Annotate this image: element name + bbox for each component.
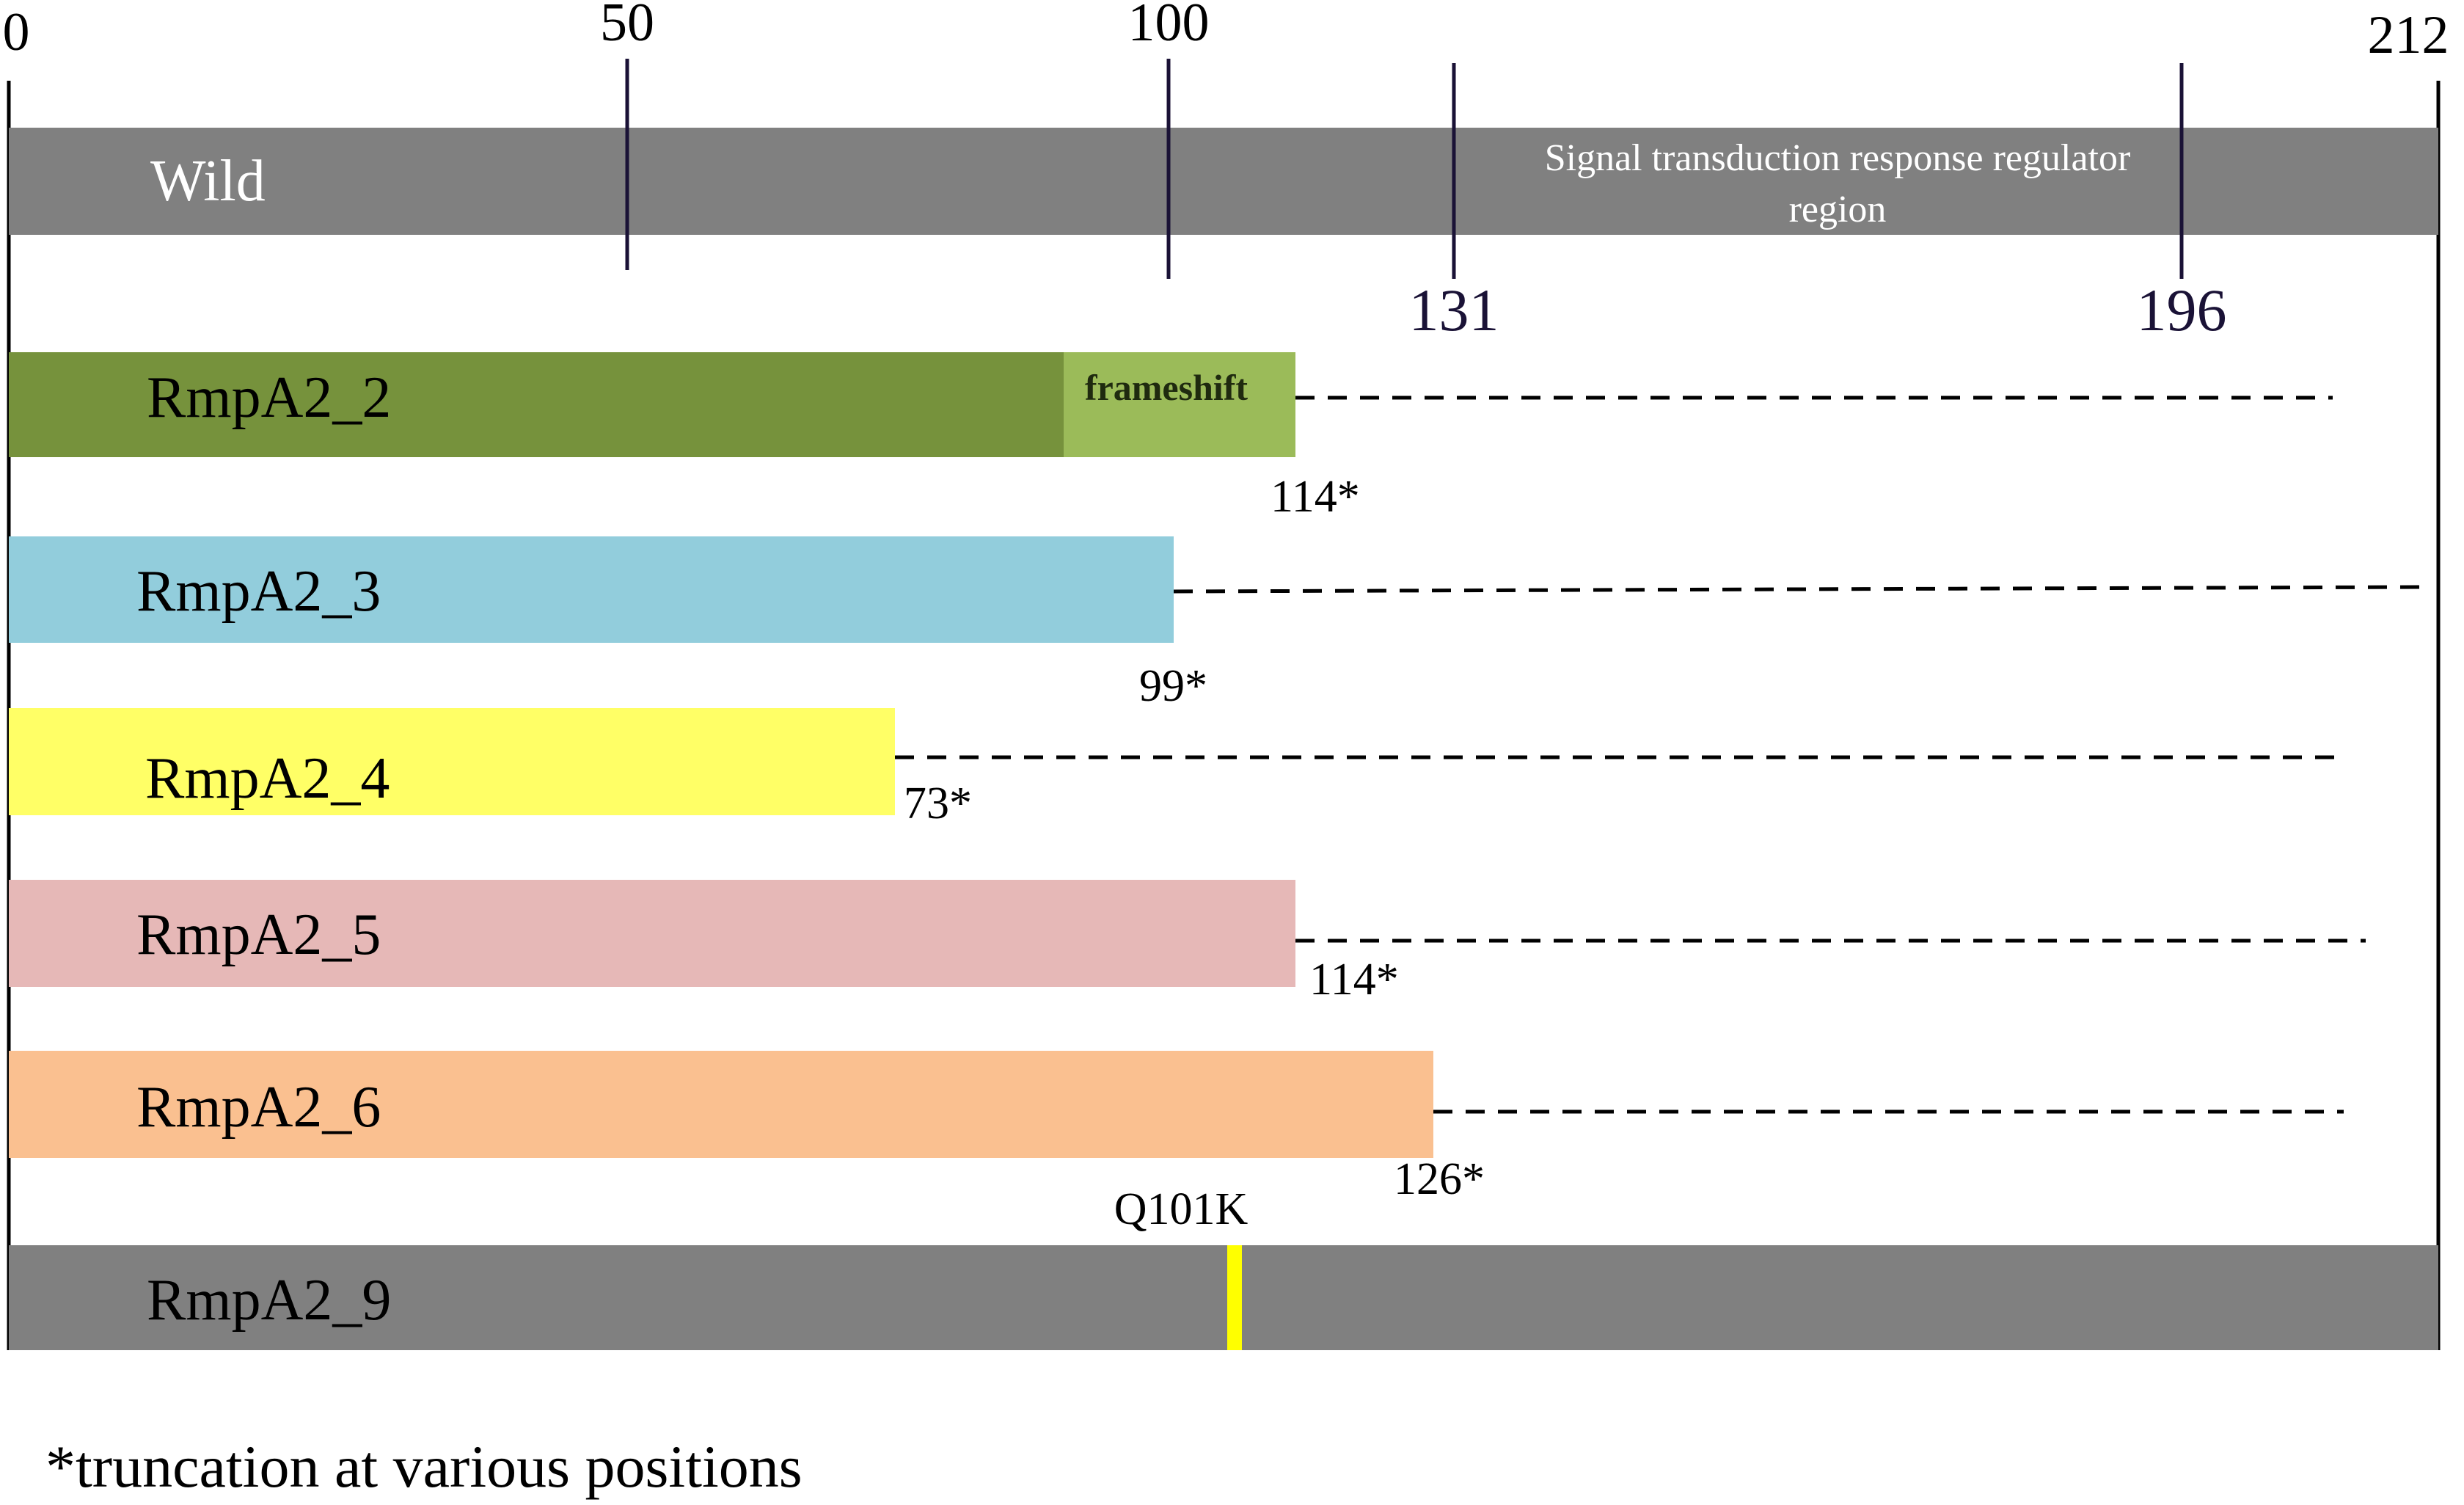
wild-type-row: Wild Signal transduction response regula… — [9, 128, 2438, 235]
truncation-position-label: 114* — [1309, 955, 1399, 1005]
wild-type-bar — [9, 128, 2438, 235]
tick-label-212: 212 — [2368, 5, 2449, 65]
truncation-position-label: 126* — [1394, 1154, 1485, 1204]
variant-label: RmpA2_4 — [145, 746, 390, 811]
tick-label-0: 0 — [3, 2, 30, 62]
variant-bar-main — [9, 352, 1064, 457]
variant-row-rmpa2-4: RmpA2_4 73* — [9, 708, 2344, 828]
variant-bar-main — [9, 708, 895, 815]
variant-row-rmpa2-3: RmpA2_3 99* — [9, 536, 2421, 711]
domain-marker-label-196: 196 — [2137, 277, 2227, 343]
domain-label-line2: region — [1789, 189, 1887, 230]
variant-label: RmpA2_9 — [147, 1268, 391, 1333]
domain-label-line1: Signal transduction response regulator — [1545, 137, 2131, 179]
variant-row-rmpa2-9: Q101K RmpA2_9 — [9, 1184, 2438, 1350]
domain-marker-label-131: 131 — [1409, 277, 1499, 343]
frameshift-segment — [1064, 352, 1295, 457]
mutation-marker — [1227, 1245, 1242, 1350]
tick-label-50: 50 — [600, 0, 654, 53]
truncation-position-label: 99* — [1139, 661, 1207, 711]
mutation-label: Q101K — [1114, 1184, 1249, 1234]
variant-row-rmpa2-6: RmpA2_6 126* — [9, 1051, 2344, 1204]
variant-label: RmpA2_2 — [147, 365, 391, 430]
truncation-position-label: 114* — [1271, 472, 1360, 522]
variant-label: RmpA2_6 — [136, 1075, 381, 1140]
variant-label: RmpA2_3 — [136, 559, 381, 624]
truncation-position-label: 73* — [904, 779, 972, 828]
variant-bar-main — [9, 880, 1295, 987]
variant-bar-main — [9, 1051, 1433, 1158]
variant-label: RmpA2_5 — [136, 903, 381, 967]
rmpa2-9-bar — [9, 1245, 2438, 1350]
variant-row-rmpa2-2: frameshift RmpA2_2 114* — [9, 352, 2333, 522]
variant-bar-main — [9, 536, 1174, 643]
truncation-dashed-line — [1173, 585, 2421, 594]
variant-row-rmpa2-5: RmpA2_5 114* — [9, 880, 2366, 1005]
tick-label-100: 100 — [1128, 0, 1210, 53]
frameshift-label: frameshift — [1085, 367, 1248, 408]
wild-type-label: Wild — [150, 149, 266, 214]
footnote: *truncation at various positions — [45, 1433, 803, 1500]
